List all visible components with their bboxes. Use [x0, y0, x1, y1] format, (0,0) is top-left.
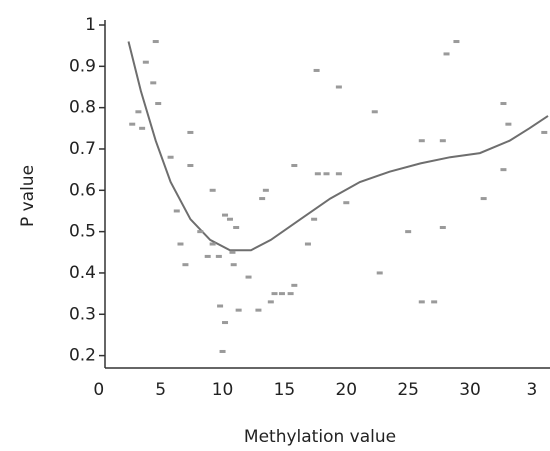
point	[233, 225, 240, 229]
x-tick-label: 20	[335, 380, 357, 400]
point	[182, 263, 189, 267]
y-tick-label: 0.4	[69, 263, 96, 283]
point	[313, 68, 320, 72]
point	[376, 271, 383, 275]
point	[226, 217, 233, 221]
point	[262, 188, 269, 192]
point	[155, 102, 162, 106]
point	[287, 292, 294, 296]
x-tick-label: 30	[459, 380, 481, 400]
point	[245, 275, 252, 279]
point	[335, 172, 342, 176]
point	[259, 197, 266, 201]
point	[229, 250, 236, 254]
point	[129, 122, 136, 126]
point	[209, 242, 216, 246]
x-tick-label: 5	[155, 380, 166, 400]
point	[177, 242, 184, 246]
point	[142, 60, 149, 64]
point	[439, 225, 446, 229]
point	[500, 168, 507, 172]
point	[139, 126, 146, 130]
point	[187, 130, 194, 134]
x-tick-label: 0	[93, 380, 104, 400]
point	[500, 102, 507, 106]
y-tick-label: 0.5	[69, 222, 96, 242]
point	[505, 122, 512, 126]
y-tick-label: 0.9	[69, 56, 96, 76]
y-tick-label: 1	[85, 15, 96, 35]
point	[235, 308, 242, 312]
point	[291, 164, 298, 168]
x-axis-label: Methylation value	[244, 427, 396, 447]
x-tick-label: 10	[212, 380, 234, 400]
point	[187, 164, 194, 168]
point	[343, 201, 350, 205]
point	[255, 308, 262, 312]
point	[541, 130, 548, 134]
point	[418, 139, 425, 143]
x-tick-label: 25	[397, 380, 419, 400]
point	[230, 263, 237, 267]
point	[135, 110, 142, 114]
point	[197, 230, 204, 234]
point	[204, 254, 211, 258]
point	[278, 292, 285, 296]
point	[405, 230, 412, 234]
point	[150, 81, 157, 85]
y-tick-label: 0.8	[69, 98, 96, 118]
point	[209, 188, 216, 192]
point	[418, 300, 425, 304]
point	[304, 242, 311, 246]
point	[311, 217, 318, 221]
point	[371, 110, 378, 114]
point	[314, 172, 321, 176]
fit-line	[127, 41, 549, 252]
point	[439, 139, 446, 143]
y-tick-label: 0.7	[69, 139, 96, 159]
point	[271, 292, 278, 296]
point	[222, 213, 229, 217]
point	[443, 52, 450, 56]
point	[431, 300, 438, 304]
point	[335, 85, 342, 89]
point	[167, 155, 174, 159]
point	[323, 172, 330, 176]
x-tick-label: 15	[274, 380, 296, 400]
point	[291, 283, 298, 287]
point	[480, 197, 487, 201]
x-tick-label: 3	[526, 380, 537, 400]
y-tick-label: 0.3	[69, 304, 96, 324]
y-tick-label: 0.6	[69, 180, 96, 200]
point	[152, 40, 159, 44]
point	[219, 349, 226, 353]
point	[222, 321, 229, 325]
point	[267, 300, 274, 304]
y-axis-label: P value	[18, 165, 38, 227]
point	[453, 40, 460, 44]
y-tick-label: 0.2	[69, 346, 96, 366]
point	[217, 304, 224, 308]
point	[215, 254, 222, 258]
point	[173, 209, 180, 213]
